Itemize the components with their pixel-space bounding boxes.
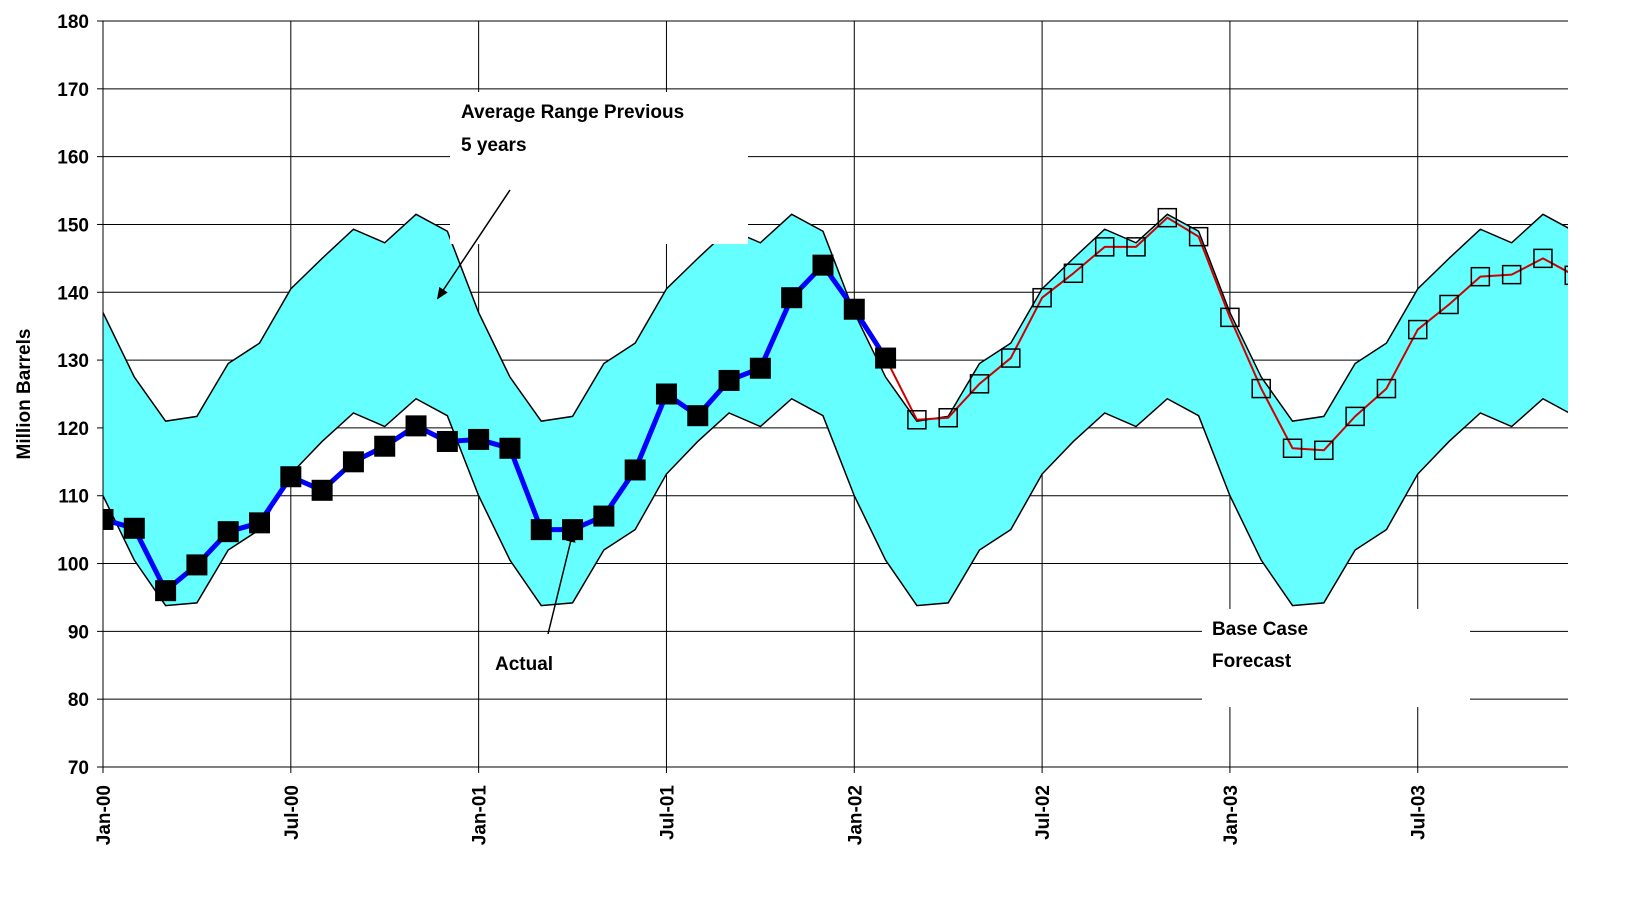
marker	[530, 519, 552, 541]
band-edge	[103, 213, 1568, 422]
y-tick-label: 170	[57, 80, 89, 101]
annotation: Actual	[495, 654, 553, 675]
band-edge	[103, 397, 1568, 607]
plot-area	[103, 207, 1568, 607]
marker	[875, 347, 897, 369]
annotation-box	[1202, 609, 1470, 707]
axes: 70 80 90 100 110 120 130 140 150 160 170 180 Jan-00 J…	[57, 12, 1568, 845]
marker	[1094, 237, 1115, 257]
y-tick-label: 120	[57, 419, 89, 440]
marker	[1157, 207, 1178, 228]
marker	[1470, 266, 1491, 287]
marker	[103, 508, 114, 530]
x-tick-label: Jul-01	[657, 785, 678, 840]
marker	[468, 428, 490, 450]
marker	[342, 451, 364, 473]
marker	[687, 405, 709, 427]
marker	[655, 383, 677, 405]
marker	[217, 521, 239, 543]
marker	[969, 374, 990, 394]
annotation-arrow	[436, 189, 511, 300]
x-tick-label: Jan-01	[470, 785, 491, 846]
marker	[186, 554, 208, 576]
marker	[1314, 440, 1334, 461]
annotation: Average Range Previous	[461, 102, 684, 123]
marker	[405, 415, 427, 437]
annotation-arrow	[547, 530, 576, 635]
series-line	[884, 216, 1568, 452]
marker	[718, 369, 740, 391]
marker	[123, 517, 145, 539]
y-tick-label: 130	[57, 351, 89, 372]
marker	[812, 254, 834, 276]
x-tick-label: Jan-00	[94, 785, 115, 845]
marker	[249, 512, 271, 534]
x-tick-label: Jan-02	[845, 785, 866, 845]
marker	[1407, 319, 1428, 340]
marker	[1345, 406, 1365, 427]
marker	[1376, 378, 1397, 399]
y-tick-label: 180	[57, 12, 89, 33]
y-tick-label: 90	[68, 622, 89, 643]
marker	[1533, 248, 1553, 269]
annotation-box	[450, 92, 748, 244]
marker	[593, 505, 615, 527]
marker	[624, 459, 646, 481]
y-tick-label: 140	[57, 283, 89, 304]
x-tick-label: Jul-02	[1033, 785, 1054, 840]
y-tick-label: 70	[68, 758, 89, 779]
annotation: Forecast	[1212, 651, 1292, 672]
marker	[1564, 265, 1568, 286]
marker	[155, 580, 177, 602]
x-tick-label: Jan-03	[1221, 785, 1242, 845]
marker	[749, 357, 771, 379]
marker	[436, 430, 458, 452]
marker	[843, 298, 865, 320]
y-tick-label: 150	[57, 215, 89, 236]
y-tick-label: 100	[57, 555, 89, 576]
annotation: Base Case	[1212, 619, 1308, 640]
x-tick-label: Jul-00	[282, 785, 303, 840]
y-tick-label: 160	[57, 148, 89, 169]
range-band	[103, 214, 1568, 606]
marker	[1188, 226, 1209, 247]
marker	[938, 407, 958, 428]
marker	[907, 410, 927, 430]
y-axis-label: Million Barrels	[14, 329, 35, 460]
marker	[1501, 264, 1522, 285]
y-tick-label: 110	[58, 487, 89, 508]
marker	[1251, 378, 1271, 399]
marker	[1126, 237, 1146, 257]
annotation: 5 years	[461, 135, 527, 156]
marker	[280, 466, 302, 488]
marker	[781, 287, 803, 309]
marker	[1063, 263, 1084, 284]
marker	[374, 435, 396, 457]
marker	[1032, 287, 1052, 308]
x-tick-label: Jul-03	[1409, 785, 1430, 840]
marker	[1220, 307, 1240, 328]
marker	[311, 479, 333, 501]
marker	[1439, 294, 1459, 315]
marker	[1282, 438, 1303, 459]
marker	[1001, 348, 1021, 368]
y-tick-label: 80	[68, 690, 89, 711]
marker	[499, 437, 521, 459]
